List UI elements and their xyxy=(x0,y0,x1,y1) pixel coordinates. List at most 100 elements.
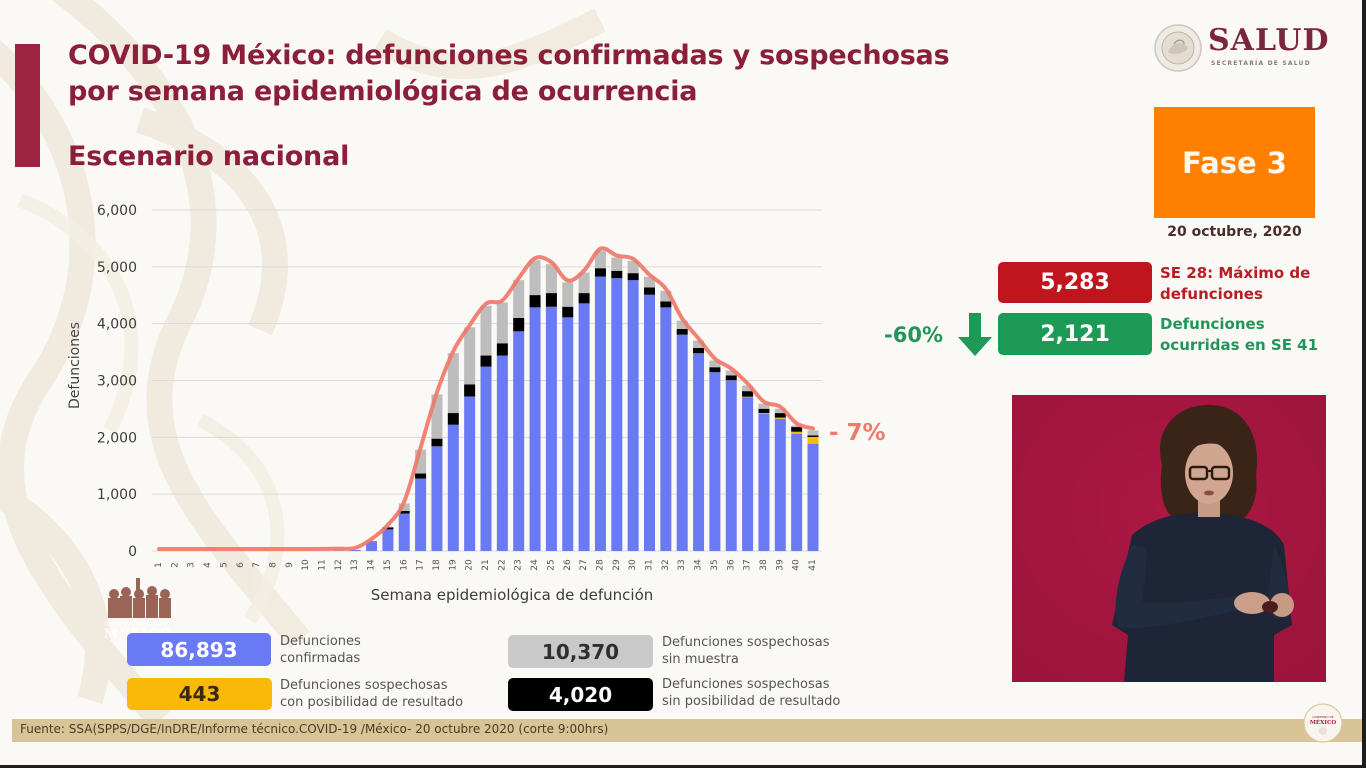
bar-segment xyxy=(660,301,672,308)
page-title-line2: por semana epidemiológica de ocurrencia xyxy=(68,76,698,107)
bar-segment xyxy=(676,320,688,330)
x-tick-label: 19 xyxy=(448,559,458,571)
bar-segment xyxy=(513,331,525,551)
bar-segment xyxy=(774,417,786,419)
x-tick-label: 35 xyxy=(710,559,720,570)
bar-segment xyxy=(496,355,508,551)
bar-segment xyxy=(693,340,705,348)
bar-segment xyxy=(415,478,427,551)
bar-segment xyxy=(398,513,410,551)
gobierno-de-mexico-seal-icon: GOBIERNO DE MÉXICO xyxy=(1303,703,1343,743)
current-deaths-box: 2,121 xyxy=(998,313,1152,355)
bar-segment xyxy=(382,529,394,551)
bar-segment xyxy=(660,307,672,551)
total-deaths-line xyxy=(157,246,815,552)
bar-segment xyxy=(709,367,721,373)
max-deaths-value: 5,283 xyxy=(1040,270,1110,295)
bar-segment xyxy=(742,391,754,397)
x-tick-label: 9 xyxy=(285,562,295,568)
x-tick-label: 26 xyxy=(563,559,573,571)
bar-segment xyxy=(742,397,754,551)
bar-segment xyxy=(774,413,786,418)
bar-segment xyxy=(398,510,410,514)
bar-segment xyxy=(578,303,590,551)
max-deaths-label-line1: SE 28: Máximo de xyxy=(1160,264,1311,282)
bar-segment xyxy=(562,306,574,318)
x-tick-label: 39 xyxy=(775,559,785,571)
bar-segment xyxy=(725,370,737,376)
x-tick-label: 2 xyxy=(170,562,180,568)
x-tick-label: 20 xyxy=(465,559,475,571)
bar-segment xyxy=(431,438,443,447)
bar-segment xyxy=(709,360,721,368)
x-tick-label: 10 xyxy=(301,559,311,571)
x-tick-label: 1 xyxy=(154,562,164,568)
bar-segment xyxy=(791,431,803,434)
bar-segment xyxy=(545,293,557,307)
bar-segment xyxy=(644,287,655,295)
bar-segment xyxy=(693,347,705,354)
phase-badge: Fase 3 xyxy=(1154,107,1315,218)
legend-confirmed-label: Defunciones confirmadas xyxy=(280,633,361,667)
x-tick-label: 34 xyxy=(694,559,704,571)
x-tick-label: 32 xyxy=(661,559,671,570)
bar-segment xyxy=(431,446,443,551)
x-tick-label: 30 xyxy=(628,559,638,571)
x-tick-label: 14 xyxy=(367,559,377,571)
svg-text:GOBIERNO DE: GOBIERNO DE xyxy=(1312,715,1333,719)
bar-segment xyxy=(366,541,378,551)
bar-segment xyxy=(447,413,459,425)
legend-label-line1: Defunciones sospechosas xyxy=(662,677,830,692)
legend-no-result-label: Defunciones sospechosas sin posibilidad … xyxy=(662,676,840,710)
legend-label-line2: con posibilidad de resultado xyxy=(280,695,464,710)
x-tick-label: 31 xyxy=(645,559,655,570)
bar-segment xyxy=(594,250,606,269)
bar-segment xyxy=(709,372,721,551)
bar-segment xyxy=(627,260,639,274)
legend-label-line2: sin posibilidad de resultado xyxy=(662,694,841,709)
bar-segment xyxy=(644,276,655,288)
legend-label-line1: Defunciones sospechosas xyxy=(662,635,830,650)
bar-segment xyxy=(676,334,688,551)
source-citation: Fuente: SSA(SPPS/DGE/InDRE/Informe técni… xyxy=(20,722,609,736)
bar-segment xyxy=(496,343,508,356)
legend-no-sample-box: 10,370 xyxy=(508,635,653,668)
bar-segment xyxy=(480,305,492,356)
current-deaths-label-line2: ocurridas en SE 41 xyxy=(1160,336,1319,354)
legend-possible-result-value: 443 xyxy=(178,682,221,706)
bar-segment xyxy=(611,257,623,271)
bar-segment xyxy=(807,436,819,444)
y-tick-label: 1,000 xyxy=(97,487,137,503)
legend-label-line2: confirmadas xyxy=(280,651,361,666)
bar-segment xyxy=(562,317,574,551)
phase-date: 20 octubre, 2020 xyxy=(1167,224,1302,240)
legend-no-sample-value: 10,370 xyxy=(541,639,620,664)
bar-group xyxy=(317,250,819,551)
y-tick-label: 6,000 xyxy=(97,203,137,219)
legend-confirmed-value: 86,893 xyxy=(160,637,238,662)
x-tick-label: 37 xyxy=(743,559,753,570)
legend-no-result-value: 4,020 xyxy=(548,682,613,707)
legend-no-result-box: 4,020 xyxy=(508,678,653,711)
bar-segment xyxy=(660,290,672,302)
x-tick-label: 7 xyxy=(252,562,262,568)
legend-label-line1: Defunciones sospechosas xyxy=(280,678,448,693)
x-tick-label: 18 xyxy=(432,559,442,571)
y-tick-label: 5,000 xyxy=(97,260,137,276)
chart-annotation: - 7% xyxy=(829,420,886,446)
bar-segment xyxy=(758,408,770,414)
bar-segment xyxy=(464,396,476,551)
bar-segment xyxy=(529,260,541,296)
x-tick-label: 23 xyxy=(514,559,524,570)
max-deaths-box: 5,283 xyxy=(998,262,1152,303)
bar-segment xyxy=(725,375,737,381)
x-tick-label: 40 xyxy=(792,559,802,571)
x-tick-label: 29 xyxy=(612,559,622,571)
bar-segment xyxy=(742,385,754,392)
bar-segment xyxy=(725,380,737,551)
bar-segment xyxy=(398,503,410,511)
bar-segment xyxy=(611,278,623,551)
bar-segment xyxy=(676,329,688,335)
heroes-figures-icon xyxy=(108,578,171,618)
bar-segment xyxy=(496,302,508,344)
